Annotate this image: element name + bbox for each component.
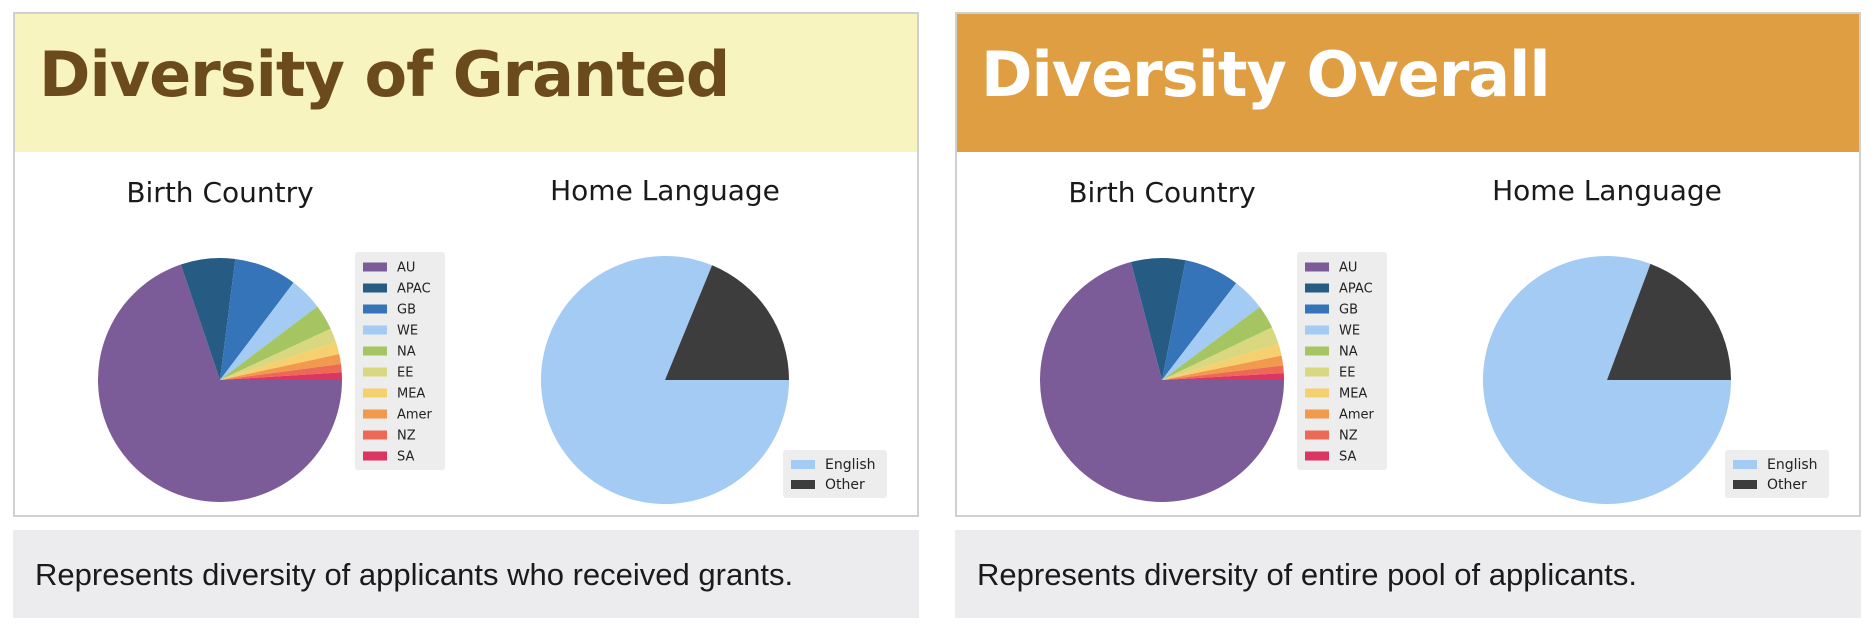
- birth-country-overall-title: Birth Country: [1068, 176, 1255, 209]
- birth-country-granted-legend-swatch-au: [363, 262, 387, 272]
- home-language-overall-chart: Home Language English Other: [1483, 174, 1829, 504]
- birth-country-overall-slice-nz: [1162, 365, 1284, 380]
- birth-country-overall-legend-swatch-amer: [1305, 409, 1329, 419]
- birth-country-granted-slice-au: [97, 264, 342, 502]
- birth-country-overall-slice-ee: [1162, 327, 1279, 380]
- birth-country-overall-legend-swatch-na: [1305, 346, 1329, 356]
- birth-country-granted-slice-apac: [180, 258, 236, 380]
- panel-overall: Diversity Overall Birth Country AU APAC GB W…: [955, 12, 1861, 517]
- birth-country-granted-legend-swatch-gb: [363, 304, 387, 314]
- birth-country-granted-legend-swatch-mea: [363, 388, 387, 398]
- birth-country-granted-legend-swatch-we: [363, 325, 387, 335]
- birth-country-overall-slice-au: [1040, 262, 1284, 502]
- home-language-granted-legend-label-other: Other: [825, 477, 865, 493]
- birth-country-granted-legend-swatch-na: [363, 346, 387, 356]
- banner-title-overall: Diversity Overall: [981, 38, 1551, 111]
- birth-country-overall-legend-swatch-mea: [1305, 388, 1329, 398]
- birth-country-overall-slice-mea: [1162, 343, 1282, 380]
- birth-country-granted-slice-ee: [220, 328, 337, 380]
- birth-country-overall-slice-gb: [1162, 260, 1237, 380]
- birth-country-overall-legend-swatch-apac: [1305, 283, 1329, 293]
- caption-overall: Represents diversity of entire pool of a…: [955, 530, 1861, 618]
- birth-country-overall-legend-label-we: WE: [1339, 324, 1360, 339]
- birth-country-granted-legend-label-mea: MEA: [397, 387, 425, 402]
- home-language-granted-title: Home Language: [550, 174, 780, 207]
- banner-granted: Diversity of Granted: [15, 14, 917, 152]
- birth-country-overall-legend-label-gb: GB: [1339, 303, 1358, 318]
- birth-country-overall-slice-na: [1162, 307, 1273, 380]
- birth-country-granted-slice-sa: [220, 372, 342, 380]
- birth-country-granted-legend-label-au: AU: [397, 261, 415, 276]
- birth-country-overall-legend-label-mea: MEA: [1339, 387, 1367, 402]
- birth-country-overall-slice-we: [1162, 283, 1260, 380]
- home-language-granted-legend-swatch-other: [791, 480, 815, 489]
- birth-country-granted-legend-swatch-amer: [363, 409, 387, 419]
- caption-text-granted: Represents diversity of applicants who r…: [35, 557, 794, 592]
- birth-country-overall-legend-swatch-ee: [1305, 367, 1329, 377]
- home-language-granted-slice-other: [665, 265, 789, 380]
- birth-country-granted-legend-swatch-nz: [363, 430, 387, 440]
- birth-country-overall-legend-label-amer: Amer: [1339, 408, 1375, 423]
- birth-country-granted-legend-swatch-ee: [363, 367, 387, 377]
- birth-country-overall-legend-swatch-sa: [1305, 451, 1329, 461]
- caption-granted: Represents diversity of applicants who r…: [13, 530, 919, 618]
- birth-country-overall-legend-swatch-nz: [1305, 430, 1329, 440]
- birth-country-overall-slice-amer: [1162, 355, 1284, 380]
- birth-country-granted-title: Birth Country: [126, 176, 313, 209]
- home-language-overall-legend-swatch-english: [1733, 460, 1757, 469]
- birth-country-granted-legend-label-we: WE: [397, 324, 418, 339]
- birth-country-granted-slice-na: [220, 306, 331, 380]
- birth-country-granted-slice-nz: [220, 363, 342, 380]
- banner-overall: Diversity Overall: [957, 14, 1859, 152]
- caption-text-overall: Represents diversity of entire pool of a…: [977, 557, 1637, 592]
- chart-area-overall: Birth Country AU APAC GB WE NA EE MEA Amer NZ SA H…: [957, 152, 1859, 515]
- birth-country-overall-legend-swatch-au: [1305, 262, 1329, 272]
- birth-country-overall-legend-swatch-we: [1305, 325, 1329, 335]
- birth-country-overall-legend-label-ee: EE: [1339, 366, 1355, 381]
- birth-country-granted-legend-label-amer: Amer: [397, 408, 433, 423]
- birth-country-overall-legend-label-apac: APAC: [1339, 282, 1373, 297]
- birth-country-overall-slice-sa: [1162, 373, 1284, 380]
- home-language-overall-legend-label-english: English: [1767, 457, 1818, 473]
- banner-title-granted: Diversity of Granted: [39, 38, 730, 111]
- birth-country-overall-legend-label-na: NA: [1339, 345, 1358, 360]
- panel-granted: Diversity of Granted Birth Country AU APAC…: [13, 12, 919, 517]
- birth-country-granted-slice-amer: [220, 354, 341, 380]
- birth-country-overall-legend-swatch-gb: [1305, 304, 1329, 314]
- birth-country-granted-slice-we: [220, 282, 318, 380]
- birth-country-overall-legend-label-sa: SA: [1339, 450, 1356, 465]
- chart-area-granted: Birth Country AU APAC GB WE NA EE MEA Amer NZ SA H…: [15, 152, 917, 515]
- home-language-overall-legend-swatch-other: [1733, 480, 1757, 489]
- home-language-overall-slice-other: [1607, 263, 1731, 380]
- home-language-overall-legend-label-other: Other: [1767, 477, 1807, 493]
- home-language-overall-title: Home Language: [1492, 174, 1722, 207]
- birth-country-granted-legend-swatch-sa: [363, 451, 387, 461]
- birth-country-granted-slice-gb: [220, 258, 294, 380]
- birth-country-overall-slice-apac: [1130, 258, 1186, 380]
- home-language-granted-legend-label-english: English: [825, 457, 876, 473]
- birth-country-overall-chart: Birth Country AU APAC GB WE NA EE MEA Amer NZ SA: [1040, 176, 1387, 502]
- birth-country-granted-chart: Birth Country AU APAC GB WE NA EE MEA Amer NZ SA: [97, 176, 445, 502]
- birth-country-granted-legend-label-nz: NZ: [397, 429, 416, 444]
- birth-country-granted-legend-swatch-apac: [363, 283, 387, 293]
- birth-country-overall-legend-label-nz: NZ: [1339, 429, 1358, 444]
- birth-country-granted-legend-label-na: NA: [397, 345, 416, 360]
- home-language-overall-slice-english: [1483, 255, 1731, 504]
- birth-country-granted-legend-label-sa: SA: [397, 450, 414, 465]
- birth-country-granted-legend-label-gb: GB: [397, 303, 416, 318]
- birth-country-granted-slice-mea: [220, 342, 340, 380]
- home-language-granted-legend-swatch-english: [791, 460, 815, 469]
- birth-country-granted-legend-label-ee: EE: [397, 366, 413, 381]
- birth-country-overall-legend-label-au: AU: [1339, 261, 1357, 276]
- home-language-granted-chart: Home Language English Other: [540, 174, 887, 504]
- birth-country-granted-legend-label-apac: APAC: [397, 282, 431, 297]
